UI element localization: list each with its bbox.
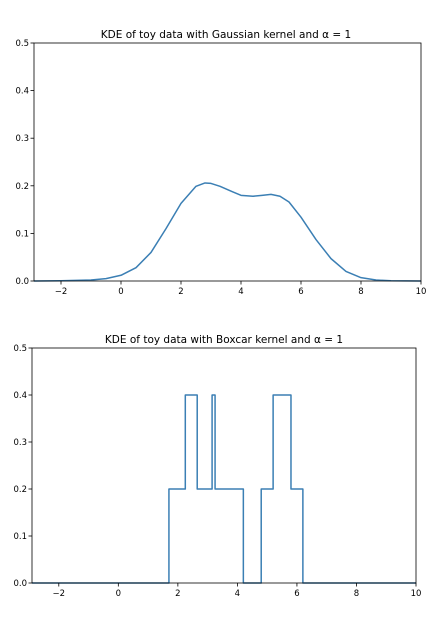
y-tick-label: 0.2 xyxy=(15,182,29,192)
y-tick-label: 0.1 xyxy=(13,532,27,542)
x-tick-label: 0 xyxy=(116,589,121,599)
y-tick-label: 0.3 xyxy=(15,134,29,144)
x-tick-label: 6 xyxy=(294,589,299,599)
boxcar-kde-chart: KDE of toy data with Boxcar kernel and α… xyxy=(13,334,421,599)
series-line xyxy=(33,182,422,282)
chart-title: KDE of toy data with Gaussian kernel and… xyxy=(101,29,351,41)
y-tick-label: 0.5 xyxy=(15,39,29,49)
x-tick-label: 8 xyxy=(358,287,363,297)
x-tick-label: 10 xyxy=(416,287,427,297)
x-tick-label: 2 xyxy=(175,589,180,599)
x-tick-label: 4 xyxy=(235,589,240,599)
x-tick-label: −2 xyxy=(53,589,66,599)
y-tick-label: 0.4 xyxy=(13,391,27,401)
y-tick-label: 0.1 xyxy=(15,229,29,239)
gaussian-kde-chart: KDE of toy data with Gaussian kernel and… xyxy=(15,29,426,297)
y-tick-label: 0.0 xyxy=(15,277,29,287)
y-tick-label: 0.3 xyxy=(13,438,27,448)
chart-title: KDE of toy data with Boxcar kernel and α… xyxy=(105,334,343,346)
x-tick-label: 10 xyxy=(411,589,422,599)
x-tick-label: 6 xyxy=(298,287,303,297)
plot-frame xyxy=(31,347,417,584)
y-tick-label: 0.2 xyxy=(13,485,27,495)
plot-frame xyxy=(33,42,422,282)
y-tick-label: 0.0 xyxy=(13,579,27,589)
y-tick-label: 0.4 xyxy=(15,87,29,97)
x-tick-label: −2 xyxy=(55,287,68,297)
y-tick-label: 0.5 xyxy=(13,344,27,354)
x-tick-label: 8 xyxy=(354,589,359,599)
x-tick-label: 0 xyxy=(118,287,123,297)
series-line xyxy=(32,394,416,584)
x-tick-label: 4 xyxy=(238,287,243,297)
x-tick-label: 2 xyxy=(178,287,183,297)
